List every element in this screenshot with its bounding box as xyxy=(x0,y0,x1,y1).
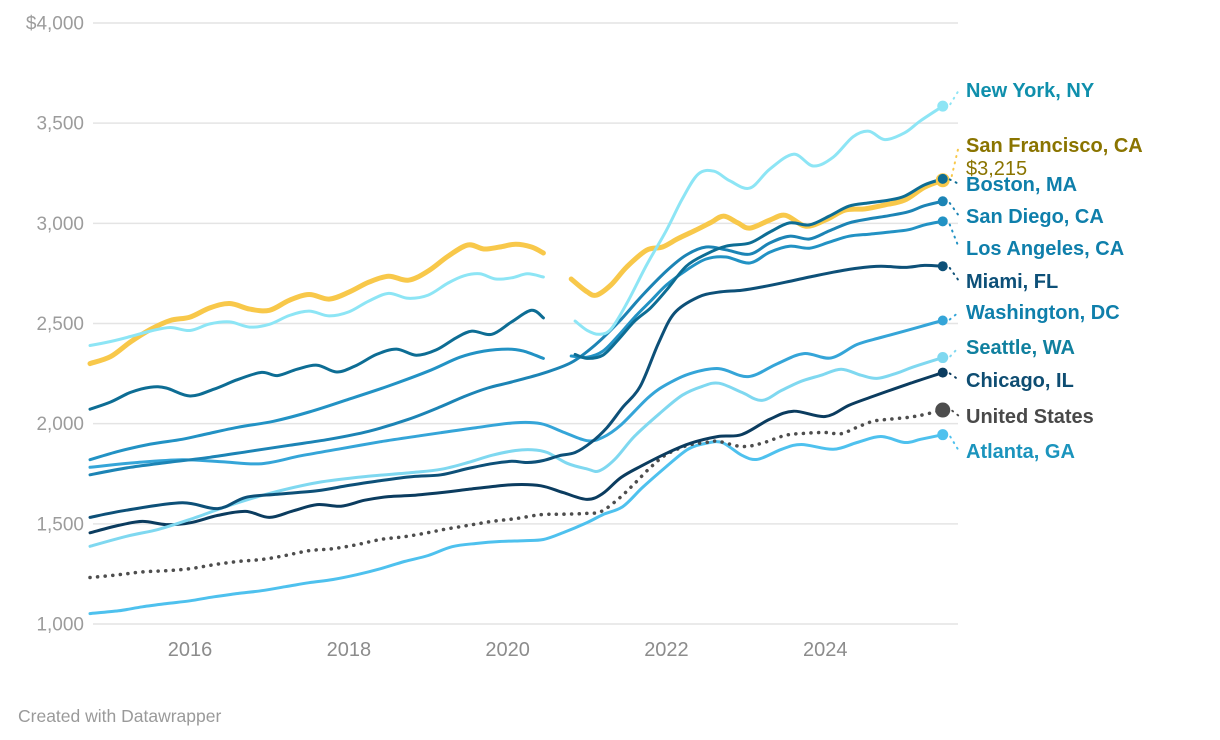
leader-seattle xyxy=(949,346,960,358)
series-label-miami: Miami, FL xyxy=(966,271,1058,293)
leader-san-francisco xyxy=(950,144,960,178)
end-dot-los-angeles xyxy=(937,216,948,227)
end-dot-boston xyxy=(937,173,948,184)
leader-washington-dc xyxy=(948,311,960,321)
end-dot-san-diego xyxy=(937,196,948,207)
end-dot-united-states xyxy=(935,402,951,418)
end-dot-atlanta xyxy=(937,429,949,441)
end-dot-miami xyxy=(937,261,948,272)
series-label-boston: Boston, MA xyxy=(966,174,1077,196)
line-seattle xyxy=(88,356,945,548)
line-los-angeles-seg1 xyxy=(569,219,945,359)
end-dot-washington-dc xyxy=(937,315,948,326)
leader-san-diego xyxy=(948,202,960,217)
series-label-chicago: Chicago, IL xyxy=(966,370,1074,392)
line-los-angeles xyxy=(88,347,545,462)
series-label-san-francisco: San Francisco, CA xyxy=(966,135,1143,157)
line-boston-seg1 xyxy=(573,177,945,360)
series-label-atlanta: Atlanta, GA xyxy=(966,441,1075,463)
y-axis-tick-1500: 1,500 xyxy=(36,514,84,535)
x-axis-tick-2018: 2018 xyxy=(327,639,372,661)
line-united-states xyxy=(88,408,945,580)
line-new-york-seg1 xyxy=(573,104,945,336)
leader-boston xyxy=(948,178,960,185)
end-dot-new-york xyxy=(937,100,949,112)
leader-atlanta xyxy=(949,435,960,452)
x-axis-tick-2024: 2024 xyxy=(803,639,848,661)
end-dot-seattle xyxy=(937,352,949,364)
x-axis-tick-2020: 2020 xyxy=(485,639,530,661)
leader-miami xyxy=(948,266,960,282)
series-label-new-york: New York, NY xyxy=(966,80,1095,102)
y-axis-tick-2500: 2,500 xyxy=(36,314,84,335)
series-label-los-angeles: Los Angeles, CA xyxy=(966,238,1124,260)
y-axis-tick-1000: 1,000 xyxy=(36,615,84,636)
leader-united-states xyxy=(951,409,960,417)
line-san-francisco-seg1 xyxy=(568,177,946,298)
series-label-san-diego: San Diego, CA xyxy=(966,206,1104,228)
y-axis-tick-3500: 3,500 xyxy=(36,114,84,135)
leader-chicago xyxy=(948,372,960,381)
leader-los-angeles xyxy=(948,223,960,249)
y-axis-tick-4000: $4,000 xyxy=(26,14,84,35)
series-label-seattle: Seattle, WA xyxy=(966,337,1075,359)
y-axis-tick-2000: 2,000 xyxy=(36,414,84,435)
line-san-francisco xyxy=(87,241,546,367)
datawrapper-credit: Created with Datawrapper xyxy=(18,706,222,726)
line-miami xyxy=(88,263,945,519)
line-atlanta xyxy=(88,433,945,616)
series-label-washington-dc: Washington, DC xyxy=(966,302,1120,324)
x-axis-tick-2016: 2016 xyxy=(168,639,213,661)
line-chicago xyxy=(88,371,945,535)
line-boston xyxy=(88,308,545,411)
series-value-annotation-san-francisco: $3,215 xyxy=(966,158,1027,180)
series-label-united-states: United States xyxy=(966,406,1094,428)
end-dot-chicago xyxy=(937,367,948,378)
line-san-diego xyxy=(88,199,945,477)
line-new-york xyxy=(88,272,545,347)
x-axis-tick-2022: 2022 xyxy=(644,639,689,661)
y-axis-tick-3000: 3,000 xyxy=(36,214,84,235)
leader-new-york xyxy=(949,89,960,106)
